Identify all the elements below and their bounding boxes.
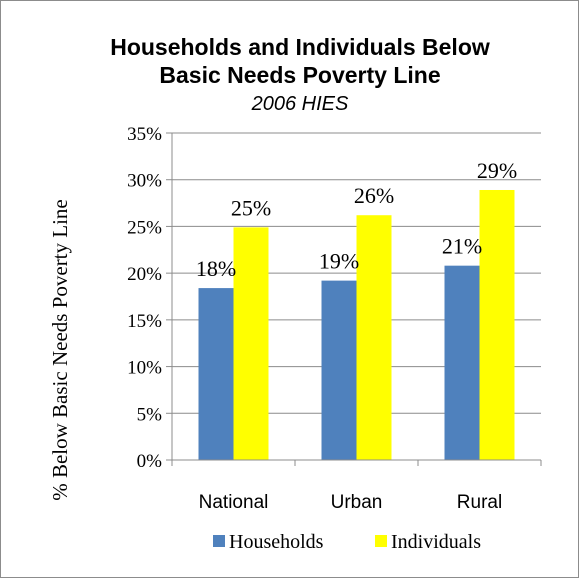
- bar-households-national: [198, 288, 234, 460]
- legend-swatch-individuals: [375, 535, 387, 547]
- y-tick-label: 20%: [127, 264, 162, 285]
- category-label: Rural: [457, 492, 502, 513]
- y-axis-ticks: 0% 5% 10% 15% 20% 25% 30% 35%: [127, 124, 172, 472]
- data-label: 21%: [442, 234, 482, 259]
- data-labels: 18% 25% 19% 26% 21% 29%: [196, 158, 517, 281]
- y-axis-label: % Below Basic Needs Poverty Line: [48, 199, 72, 501]
- y-tick-label: 25%: [127, 217, 162, 238]
- bar-individuals-national: [233, 227, 269, 460]
- y-tick-label: 0%: [137, 451, 163, 472]
- y-tick-label: 15%: [127, 311, 162, 332]
- data-label: 25%: [231, 195, 271, 220]
- y-tick-label: 35%: [127, 124, 162, 145]
- bar-households-urban: [321, 280, 357, 460]
- data-label: 19%: [319, 249, 359, 274]
- bars: [198, 189, 515, 460]
- y-tick-label: 10%: [127, 358, 162, 379]
- axes: [171, 133, 542, 466]
- legend-label-households: Households: [229, 531, 324, 553]
- bar-individuals-urban: [356, 215, 392, 460]
- data-label: 29%: [477, 158, 517, 183]
- bar-households-rural: [444, 265, 480, 460]
- data-label: 18%: [196, 256, 236, 281]
- legend: Households Individuals: [213, 531, 481, 553]
- legend-swatch-households: [213, 535, 225, 547]
- category-label: Urban: [331, 492, 383, 513]
- chart-subtitle: 2006 HIES: [251, 93, 349, 115]
- y-tick-label: 30%: [127, 171, 162, 192]
- legend-label-individuals: Individuals: [391, 531, 481, 553]
- y-tick-label: 5%: [137, 404, 163, 425]
- chart-title-line1: Households and Individuals Below: [110, 34, 490, 60]
- category-labels: National Urban Rural: [199, 492, 503, 513]
- data-label: 26%: [354, 183, 394, 208]
- bar-individuals-rural: [479, 189, 515, 460]
- chart-title-line2: Basic Needs Poverty Line: [159, 62, 440, 88]
- category-label: National: [199, 492, 269, 513]
